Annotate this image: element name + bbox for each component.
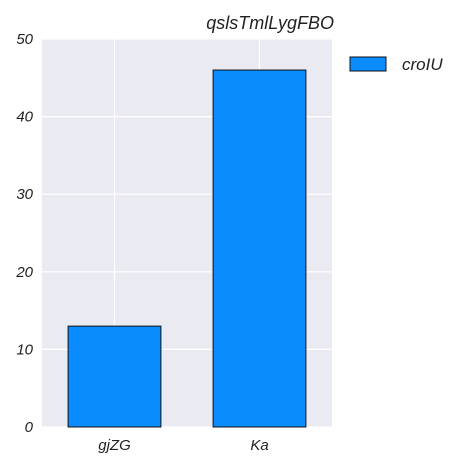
legend: croIU [349, 55, 443, 74]
x-tick-label: gjZG [98, 437, 131, 454]
bar-gjZG [67, 325, 162, 428]
x-axis-ticks: gjZG Ka [98, 437, 268, 454]
y-tick-label: 0 [25, 419, 34, 436]
bars [67, 69, 307, 428]
y-axis-ticks: 0 10 20 30 40 50 [15, 31, 33, 436]
y-tick-label: 40 [16, 109, 33, 126]
y-tick-label: 20 [15, 264, 33, 281]
legend-label: croIU [402, 55, 443, 74]
legend-swatch [349, 56, 387, 72]
bar-Ka [212, 69, 307, 428]
y-tick-label: 50 [16, 31, 33, 48]
x-tick-label: Ka [250, 437, 268, 454]
chart-title: qslsTmlLygFBO [206, 13, 334, 33]
y-tick-label: 30 [16, 186, 33, 203]
y-tick-label: 10 [16, 341, 33, 358]
